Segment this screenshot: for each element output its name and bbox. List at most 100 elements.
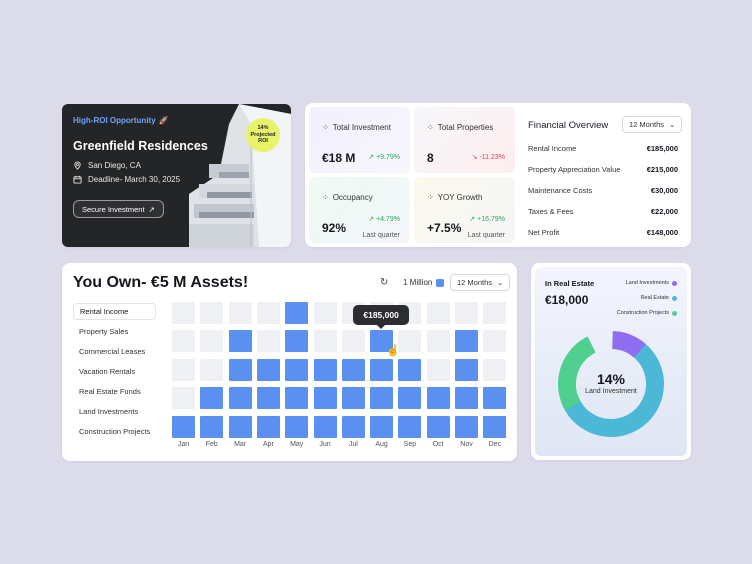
location-pin-icon [74, 161, 81, 170]
category-item-construction-projects[interactable]: Construction Projects [79, 427, 151, 436]
grid-cell-apr[interactable] [256, 330, 280, 353]
donut-center-percent: 14% [596, 371, 626, 387]
grid-cell-feb[interactable] [200, 330, 224, 353]
grid-cell-oct[interactable] [426, 387, 450, 410]
grid-cell-dec[interactable] [483, 358, 507, 381]
legend-land-investments: Land Investments [626, 280, 677, 286]
trend-down-icon: ↘ [471, 154, 478, 161]
trend-up-icon: ↗ [368, 216, 375, 223]
grid-cell-oct[interactable] [426, 358, 450, 381]
grid-cell-sep[interactable] [398, 330, 422, 353]
deadline-row: Deadline- March 30, 2025 [73, 175, 180, 184]
secure-investment-button[interactable]: Secure Investment ↗ [73, 200, 164, 218]
grid-cell-jun[interactable] [313, 358, 337, 381]
month-label: Jan [177, 441, 190, 448]
grid-cell-jul[interactable] [341, 387, 365, 410]
financial-overview-title: Financial Overview [528, 120, 609, 131]
grid-cell-jan[interactable] [172, 387, 195, 410]
grid-cell-dec[interactable] [483, 302, 507, 324]
month-label: Nov [460, 441, 473, 448]
grid-cell-sep[interactable] [398, 387, 422, 410]
assets-title: You Own- €5 M Assets! [73, 274, 249, 291]
calendar-icon [73, 175, 82, 184]
grid-cell-apr[interactable] [256, 358, 280, 381]
grid-cell-feb[interactable] [200, 415, 224, 438]
financial-row: Property Appreciation Value €215,000 [528, 165, 678, 174]
category-item-rental-income[interactable]: Rental Income [73, 303, 156, 320]
grid-icon: ⁘ [322, 123, 329, 132]
grid-cell-mar[interactable] [228, 415, 252, 438]
grid-cell-dec[interactable] [483, 387, 507, 410]
grid-cell-aug[interactable] [370, 387, 394, 410]
grid-cell-sep[interactable] [398, 415, 422, 438]
grid-cell-aug[interactable] [370, 358, 394, 381]
grid-cell-jul[interactable] [341, 358, 365, 381]
property-title: Greenfield Residences [73, 139, 208, 153]
month-label: Jul [348, 441, 358, 448]
grid-cell-jun[interactable] [313, 415, 337, 438]
grid-cell-nov[interactable] [455, 302, 478, 324]
category-item-land-investments[interactable]: Land Investments [79, 407, 139, 416]
grid-cell-jul[interactable] [341, 330, 365, 353]
grid-cell-apr[interactable] [256, 387, 280, 410]
grid-cell-may[interactable] [285, 330, 309, 353]
financial-row: Taxes & Fees €22,000 [528, 207, 678, 216]
grid-cell-mar[interactable] [228, 330, 252, 353]
projected-roi-badge: 14% Projected ROI [246, 118, 280, 152]
grid-cell-oct[interactable] [426, 330, 450, 353]
grid-cell-may[interactable] [285, 302, 309, 324]
grid-cell-mar[interactable] [228, 387, 252, 410]
month-label: Dec [488, 441, 502, 448]
grid-cell-jun[interactable] [313, 387, 337, 410]
grid-cell-jan[interactable] [172, 302, 195, 324]
grid-cell-feb[interactable] [200, 387, 224, 410]
grid-cell-oct[interactable] [426, 302, 450, 324]
trend-up-icon: ↗ [469, 216, 476, 223]
building-image [189, 104, 291, 247]
period-dropdown[interactable]: 12 Months ⌄ [622, 116, 683, 133]
grid-cell-aug[interactable] [370, 415, 394, 438]
grid-cell-mar[interactable] [228, 358, 252, 381]
grid-cell-jun[interactable] [313, 302, 337, 324]
grid-cell-feb[interactable] [200, 302, 224, 324]
real-estate-value: €18,000 [545, 293, 589, 307]
real-estate-card: In Real Estate €18,000 Land Investments … [531, 263, 691, 460]
grid-cell-apr[interactable] [256, 302, 280, 324]
category-item-commercial-leases[interactable]: Commercial Leases [79, 347, 146, 356]
hand-cursor-icon: ☝ [386, 345, 400, 357]
rocket-icon: 🚀 [158, 116, 169, 125]
grid-cell-nov[interactable] [455, 330, 478, 353]
category-item-property-sales[interactable]: Property Sales [79, 327, 129, 336]
grid-cell-may[interactable] [285, 415, 309, 438]
grid-cell-dec[interactable] [483, 415, 507, 438]
grid-cell-oct[interactable] [426, 415, 450, 438]
grid-cell-nov[interactable] [455, 358, 478, 381]
grid-cell-nov[interactable] [455, 387, 478, 410]
grid-cell-jul[interactable] [341, 415, 365, 438]
financial-row: Rental Income €185,000 [528, 144, 678, 153]
financial-overview: Financial Overview 12 Months ⌄ Rental Inc… [519, 103, 691, 247]
grid-cell-mar[interactable] [228, 302, 252, 324]
grid-cell-jan[interactable] [172, 415, 195, 438]
grid-cell-dec[interactable] [483, 330, 507, 353]
grid-cell-nov[interactable] [455, 415, 478, 438]
grid-cell-feb[interactable] [200, 358, 224, 381]
legend-swatch [436, 278, 445, 287]
financial-row: Maintenance Costs €30,000 [528, 186, 678, 195]
grid-cell-jan[interactable] [172, 358, 195, 381]
category-item-real-estate-funds[interactable]: Real Estate Funds [79, 387, 141, 396]
month-label: Sep [403, 441, 417, 448]
grid-cell-sep[interactable] [398, 358, 422, 381]
assets-period-dropdown[interactable]: 12 Months ⌄ [450, 274, 511, 291]
grid-cell-apr[interactable] [256, 415, 280, 438]
featured-property-card[interactable]: High-ROI Opportunity 🚀 Greenfield Residen… [62, 104, 291, 247]
grid-cell-may[interactable] [285, 387, 309, 410]
category-item-vacation-rentals[interactable]: Vacation Rentals [79, 367, 136, 376]
grid-cell-may[interactable] [285, 358, 309, 381]
legend-real-estate: Real Estate [641, 295, 677, 301]
grid-cell-aug[interactable] [370, 330, 394, 353]
grid-cell-jan[interactable] [172, 330, 195, 353]
refresh-icon[interactable]: ↻ [380, 277, 389, 288]
donut-chart [558, 331, 664, 437]
grid-cell-jun[interactable] [313, 330, 337, 353]
